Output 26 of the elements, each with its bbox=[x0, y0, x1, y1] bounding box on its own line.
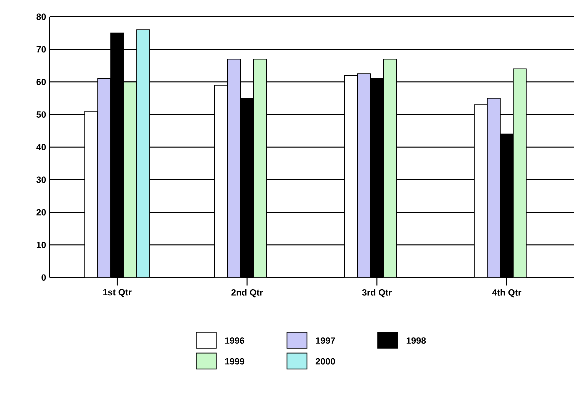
legend-label: 1997 bbox=[316, 338, 336, 344]
y-tick-label: 10 bbox=[36, 242, 46, 249]
x-tick-label: 1st Qtr bbox=[104, 289, 132, 298]
bar bbox=[124, 82, 138, 278]
y-tick-label: 40 bbox=[36, 144, 46, 151]
bar bbox=[513, 68, 527, 278]
bar bbox=[227, 59, 242, 278]
legend-label: 1999 bbox=[225, 358, 245, 365]
bar bbox=[253, 59, 268, 278]
legend-label: 1996 bbox=[225, 338, 245, 344]
x-tick-label: 4th Qtr bbox=[492, 289, 522, 298]
bar bbox=[383, 59, 398, 278]
x-tick-label: 3rd Qtr bbox=[362, 289, 392, 298]
y-tick-label: 80 bbox=[36, 14, 46, 20]
y-tick-label: 20 bbox=[36, 210, 46, 216]
bar bbox=[98, 78, 112, 278]
legend-label: 1998 bbox=[406, 338, 426, 344]
y-tick-label: 0 bbox=[42, 274, 46, 282]
legend-label: 2000 bbox=[316, 358, 336, 365]
x-tick-label: 2nd Qtr bbox=[232, 289, 264, 298]
y-tick-label: 60 bbox=[36, 79, 46, 86]
bar bbox=[357, 74, 372, 278]
y-tick-label: 30 bbox=[36, 176, 46, 184]
y-tick-label: 50 bbox=[36, 112, 46, 118]
y-tick-label: 70 bbox=[36, 46, 46, 53]
bar bbox=[487, 98, 501, 278]
